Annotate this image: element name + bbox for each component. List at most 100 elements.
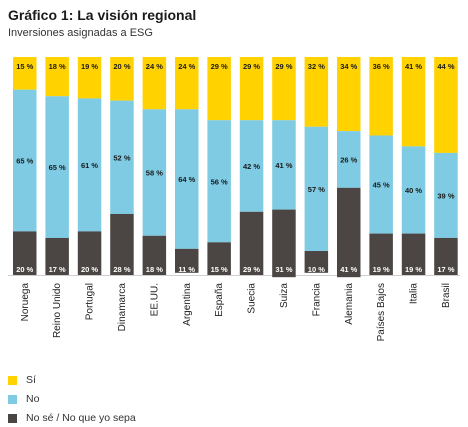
data-label-no: 58 %	[146, 169, 163, 178]
bar-segment-no	[110, 100, 134, 214]
bar-segment-nose	[77, 231, 102, 275]
data-label-si: 19 %	[81, 62, 98, 71]
category-label: Alemania	[344, 283, 355, 325]
category-label: Dinamarca	[117, 283, 128, 332]
category-label: Suiza	[279, 283, 290, 308]
bar-segment-no	[207, 120, 231, 243]
bar-segment-si	[142, 57, 167, 110]
bar-segment-nose	[142, 235, 167, 275]
data-label-nose: 28 %	[113, 265, 130, 274]
category-label: Portugal	[85, 283, 96, 320]
bar-segment-nose	[369, 233, 393, 275]
bar-segment-si	[369, 57, 393, 136]
bar-segment-nose	[337, 187, 361, 278]
data-label-nose: 19 %	[405, 265, 422, 274]
category-label: Reino Unido	[52, 283, 63, 338]
legend-swatch	[8, 394, 17, 404]
data-label-si: 24 %	[146, 62, 163, 71]
bar-segment-nose	[272, 209, 296, 278]
data-label-no: 52 %	[113, 153, 130, 162]
data-label-nose: 41 %	[340, 265, 357, 274]
data-label-si: 24 %	[178, 62, 195, 71]
bar-segment-no	[369, 135, 393, 234]
data-label-no: 64 %	[178, 175, 195, 184]
bar-segment-si	[45, 57, 69, 97]
bar-segment-no	[77, 98, 102, 232]
data-label-no: 56 %	[211, 177, 228, 186]
category-label: Países Bajos	[376, 283, 387, 341]
bar-segment-nose	[110, 213, 134, 275]
chart-subtitle: Inversiones asignadas a ESG	[8, 27, 153, 39]
category-label: Francia	[311, 283, 322, 317]
legend-swatch	[8, 375, 17, 385]
category-label: Argentina	[182, 283, 193, 326]
data-label-nose: 15 %	[211, 265, 228, 274]
bar-segment-nose	[434, 237, 458, 275]
data-label-no: 41 %	[275, 161, 292, 170]
bar-segment-no	[337, 131, 361, 188]
bar-segment-no	[142, 109, 167, 236]
bar-segment-si	[304, 57, 329, 127]
bar-segment-no	[304, 126, 329, 252]
bar-segment-no	[175, 109, 199, 249]
data-label-nose: 17 %	[437, 265, 454, 274]
data-label-nose: 17 %	[49, 265, 66, 274]
bar-segment-si	[272, 57, 296, 121]
bar-segment-si	[77, 57, 102, 99]
data-label-si: 36 %	[373, 62, 390, 71]
data-label-si: 44 %	[437, 62, 454, 71]
legend-label: No sé / No que yo sepa	[26, 412, 136, 424]
category-label: Italia	[409, 283, 420, 305]
data-label-si: 34 %	[340, 62, 357, 71]
bar-segment-nose	[45, 237, 69, 275]
category-label: Brasil	[441, 283, 452, 308]
chart-title: Gráfico 1: La visión regional	[8, 7, 197, 23]
category-label: España	[214, 283, 225, 317]
data-label-no: 26 %	[340, 155, 357, 164]
bar-segment-si	[401, 57, 426, 147]
category-label: Noruega	[20, 283, 31, 322]
bar-segment-nose	[175, 248, 199, 273]
bar-segment-nose	[13, 231, 37, 275]
data-label-no: 65 %	[49, 163, 66, 172]
data-label-si: 29 %	[211, 62, 228, 71]
data-label-nose: 10 %	[308, 265, 325, 274]
data-label-no: 57 %	[308, 185, 325, 194]
data-label-no: 40 %	[405, 186, 422, 195]
data-label-no: 42 %	[243, 162, 260, 171]
legend-label: Sí	[26, 374, 36, 386]
bar-segment-no	[45, 96, 69, 238]
legend-item-no: No	[8, 393, 39, 405]
data-label-si: 15 %	[16, 62, 33, 71]
bar-segment-no	[13, 89, 37, 232]
bar-segment-nose	[401, 233, 426, 275]
data-label-no: 65 %	[16, 157, 33, 166]
bar-segment-si	[337, 57, 361, 132]
category-label: EE.UU.	[149, 283, 160, 316]
data-label-si: 20 %	[113, 62, 130, 71]
data-label-nose: 29 %	[243, 265, 260, 274]
data-label-nose: 19 %	[373, 265, 390, 274]
data-label-nose: 20 %	[81, 265, 98, 274]
bar-segment-nose	[239, 211, 264, 275]
bar-segment-no	[434, 152, 458, 238]
bar-segment-si	[434, 57, 458, 153]
data-label-si: 32 %	[308, 62, 325, 71]
bar-segment-no	[239, 120, 264, 212]
data-label-no: 61 %	[81, 161, 98, 170]
data-label-nose: 11 %	[178, 265, 195, 274]
data-label-si: 29 %	[275, 62, 292, 71]
bar-segment-si	[175, 57, 199, 110]
data-label-nose: 20 %	[16, 265, 33, 274]
bar-segment-si	[207, 57, 231, 121]
bar-segment-si	[239, 57, 264, 121]
legend-label: No	[26, 393, 40, 405]
legend-swatch	[8, 413, 17, 423]
category-label: Suecia	[247, 283, 258, 314]
data-label-nose: 18 %	[146, 265, 163, 274]
stacked-bar-chart: 15 % 65 % 20 % Noruega 18 % 65 % 17 % Reino Uni…	[8, 57, 460, 341]
data-label-nose: 31 %	[275, 265, 292, 274]
bar-segment-si	[110, 57, 134, 101]
data-label-si: 18 %	[49, 62, 66, 71]
data-label-no: 39 %	[437, 191, 454, 200]
